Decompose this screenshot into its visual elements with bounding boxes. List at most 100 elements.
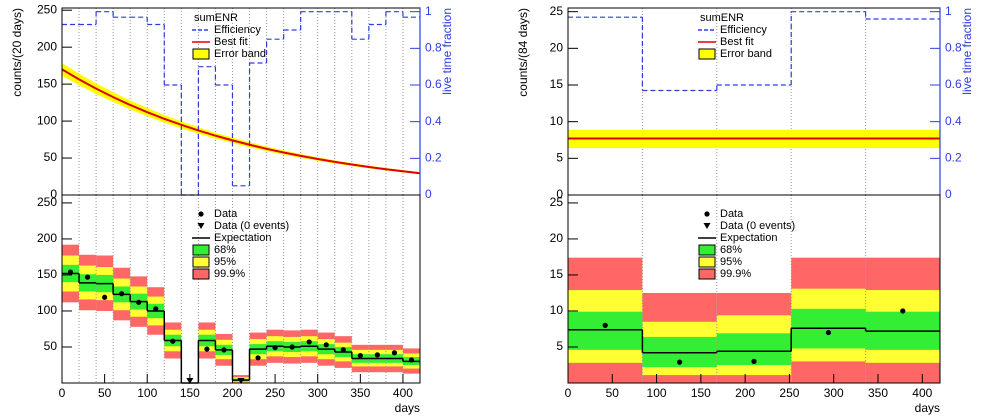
plot-frame [61, 194, 421, 384]
x-tick-label: 350 [350, 386, 370, 400]
y-tick-label: 50 [44, 150, 58, 164]
data-point [825, 329, 832, 336]
x-tick-label: 0 [565, 386, 572, 400]
x-tick-label: 250 [779, 386, 799, 400]
y2-axis-label: live time fraction [440, 8, 454, 95]
y-tick-label: 5 [556, 339, 563, 353]
y2-tick-label: 0 [945, 187, 952, 201]
y-tick-label: 50 [44, 339, 58, 353]
y-tick-label: 15 [550, 267, 564, 281]
y-tick-label: 10 [550, 114, 564, 128]
legend-label: Error band [214, 48, 266, 60]
legend-label: Data (0 events) [720, 220, 795, 232]
legend-swatch [698, 48, 716, 60]
y-tick-label: 5 [556, 151, 563, 165]
y-tick-label: 150 [37, 267, 57, 281]
data-point [900, 308, 906, 314]
legend-title: sumENR [700, 12, 744, 24]
data-point [751, 358, 757, 364]
x-axis-label: days [395, 401, 420, 415]
legend-label: 99.9% [214, 268, 245, 280]
legend-label: 95% [214, 256, 236, 268]
legend-label: Efficiency [720, 24, 767, 36]
data-point [255, 355, 261, 361]
data-point [84, 274, 91, 280]
y-tick-label: 15 [550, 77, 564, 91]
legend-label: Data (0 events) [214, 220, 289, 232]
x-tick-label: 300 [824, 386, 844, 400]
legend-swatch [192, 48, 210, 60]
y2-tick-label: 0.6 [425, 77, 442, 91]
legend-label: Expectation [720, 232, 777, 244]
y-tick-label: 0 [556, 187, 563, 201]
data-point [306, 339, 312, 345]
y-tick-label: 200 [37, 231, 57, 245]
y2-tick-label: 1 [425, 4, 432, 18]
data-point [677, 359, 683, 365]
legend-swatch [192, 268, 210, 280]
y2-tick-label: 0.4 [425, 114, 442, 128]
x-tick-label: 200 [222, 386, 242, 400]
data-point [153, 306, 159, 312]
legend-swatch [698, 244, 716, 256]
y-tick-label: 25 [550, 195, 564, 209]
y-tick-label: 100 [37, 303, 57, 317]
legend-label: 68% [720, 244, 742, 256]
y-tick-label: 25 [550, 4, 564, 18]
data-point [204, 346, 210, 352]
legend-label: Data [214, 208, 238, 220]
legend-swatch [698, 256, 716, 268]
y2-tick-label: 0 [425, 187, 432, 201]
legend-label: Data [720, 208, 744, 220]
y2-tick-label: 1 [945, 4, 952, 18]
y2-tick-label: 0.8 [425, 41, 442, 55]
legend-label: Error band [720, 48, 772, 60]
data-point [602, 322, 608, 328]
legend-swatch [192, 256, 210, 268]
x-tick-label: 0 [59, 386, 66, 400]
data-point [102, 294, 108, 300]
legend-label: Best fit [214, 36, 248, 48]
x-tick-label: 200 [735, 386, 755, 400]
legend-label: Efficiency [214, 24, 261, 36]
legend-swatch [198, 211, 204, 217]
band-bin [568, 311, 643, 350]
data-point [340, 347, 346, 353]
y2-axis-label: live time fraction [960, 8, 974, 95]
y-axis-label: counts/(84 days) [516, 8, 530, 97]
y-tick-label: 250 [37, 195, 57, 209]
x-tick-label: 150 [180, 386, 200, 400]
data-point [357, 353, 363, 359]
y2-tick-label: 0.2 [425, 151, 442, 165]
x-tick-label: 400 [393, 386, 413, 400]
y-axis-label: counts/(20 days) [10, 8, 24, 97]
y2-tick-label: 0.4 [945, 114, 962, 128]
legend-swatch [197, 223, 205, 229]
legend-label: 68% [214, 244, 236, 256]
fit-line [61, 68, 421, 175]
y2-tick-label: 0.6 [945, 77, 962, 91]
data-point [374, 352, 380, 358]
y-tick-label: 20 [550, 231, 564, 245]
data-point [391, 350, 398, 356]
y-tick-label: 20 [550, 41, 564, 55]
y-tick-label: 10 [550, 303, 564, 317]
legend-title: sumENR [194, 12, 238, 24]
plot-frame [567, 194, 941, 384]
x-axis-label: days [915, 401, 940, 415]
y2-tick-label: 0.2 [945, 151, 962, 165]
x-tick-label: 250 [265, 386, 285, 400]
y-tick-label: 250 [37, 2, 57, 16]
y-tick-label: 200 [37, 39, 57, 53]
y-tick-label: 100 [37, 113, 57, 127]
legend-label: 95% [720, 256, 742, 268]
x-tick-label: 100 [137, 386, 157, 400]
legend-swatch [704, 211, 710, 217]
x-tick-label: 350 [868, 386, 888, 400]
x-tick-label: 150 [691, 386, 711, 400]
x-tick-label: 400 [912, 386, 932, 400]
legend-label: Best fit [720, 36, 754, 48]
x-tick-label: 50 [98, 386, 112, 400]
